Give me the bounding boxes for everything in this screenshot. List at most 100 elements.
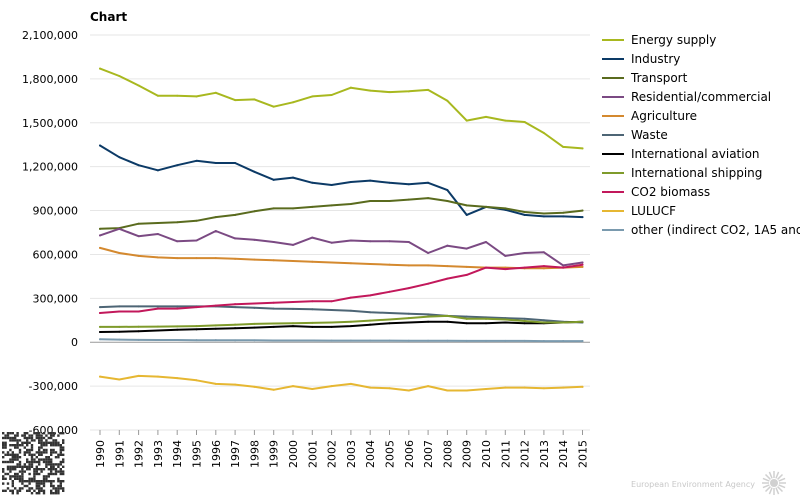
data-point[interactable] — [137, 164, 140, 167]
legend-label[interactable]: other (indirect CO2, 1A5 and 6) — [631, 223, 800, 237]
data-point[interactable] — [118, 325, 121, 328]
data-point[interactable] — [156, 256, 159, 259]
data-point[interactable] — [99, 67, 101, 70]
data-point[interactable] — [369, 179, 372, 182]
data-point[interactable] — [176, 305, 179, 308]
data-point[interactable] — [349, 181, 352, 184]
data-point[interactable] — [465, 265, 468, 268]
data-point[interactable] — [388, 240, 391, 243]
legend-label[interactable]: Energy supply — [631, 33, 716, 47]
legend-label[interactable]: Transport — [630, 71, 688, 85]
data-point[interactable] — [407, 287, 410, 290]
data-point[interactable] — [118, 305, 121, 308]
data-point[interactable] — [369, 323, 372, 326]
data-point[interactable] — [214, 91, 217, 94]
data-point[interactable] — [234, 237, 237, 240]
data-point[interactable] — [253, 385, 256, 388]
data-point[interactable] — [388, 200, 391, 203]
data-point[interactable] — [407, 321, 410, 324]
data-point[interactable] — [330, 204, 333, 207]
data-point[interactable] — [330, 261, 333, 264]
data-point[interactable] — [311, 260, 314, 263]
data-point[interactable] — [118, 227, 121, 230]
data-point[interactable] — [407, 198, 410, 201]
data-point[interactable] — [465, 273, 468, 276]
data-point[interactable] — [195, 325, 198, 328]
data-point[interactable] — [523, 211, 526, 214]
data-point[interactable] — [446, 99, 449, 102]
data-point[interactable] — [118, 251, 121, 254]
data-point[interactable] — [562, 145, 565, 148]
legend-label[interactable]: CO2 biomass — [631, 185, 710, 199]
data-point[interactable] — [388, 91, 391, 94]
data-point[interactable] — [156, 375, 159, 378]
data-point[interactable] — [388, 322, 391, 325]
data-point[interactable] — [581, 340, 584, 343]
data-point[interactable] — [504, 321, 507, 324]
data-point[interactable] — [485, 266, 487, 269]
data-point[interactable] — [446, 200, 449, 203]
data-point[interactable] — [446, 339, 449, 342]
data-point[interactable] — [542, 387, 545, 390]
data-point[interactable] — [388, 263, 391, 266]
data-point[interactable] — [311, 308, 314, 311]
data-point[interactable] — [369, 89, 372, 92]
data-point[interactable] — [272, 105, 275, 108]
data-point[interactable] — [99, 144, 101, 147]
data-point[interactable] — [137, 310, 140, 313]
data-point[interactable] — [292, 101, 294, 104]
data-point[interactable] — [195, 95, 198, 98]
series-line[interactable] — [99, 374, 584, 392]
data-point[interactable] — [311, 236, 314, 239]
data-point[interactable] — [581, 216, 584, 219]
data-point[interactable] — [272, 241, 275, 244]
data-point[interactable] — [427, 385, 430, 388]
data-point[interactable] — [176, 221, 179, 224]
data-point[interactable] — [369, 339, 372, 342]
data-point[interactable] — [349, 382, 352, 385]
data-point[interactable] — [176, 339, 179, 342]
data-point[interactable] — [176, 94, 179, 97]
data-point[interactable] — [388, 290, 391, 293]
data-point[interactable] — [272, 178, 275, 181]
data-point[interactable] — [427, 251, 430, 254]
data-point[interactable] — [311, 300, 314, 303]
data-point[interactable] — [388, 387, 391, 390]
data-point[interactable] — [523, 266, 526, 269]
data-point[interactable] — [581, 261, 584, 264]
data-point[interactable] — [562, 215, 565, 218]
data-point[interactable] — [446, 389, 449, 392]
legend-label[interactable]: International shipping — [631, 166, 762, 180]
data-point[interactable] — [523, 121, 526, 124]
data-point[interactable] — [369, 240, 372, 243]
data-point[interactable] — [581, 320, 584, 323]
data-point[interactable] — [465, 389, 468, 392]
data-point[interactable] — [214, 339, 217, 342]
data-point[interactable] — [330, 93, 333, 96]
data-point[interactable] — [253, 322, 256, 325]
data-point[interactable] — [292, 339, 294, 342]
series-line[interactable] — [99, 144, 584, 219]
series-line[interactable] — [99, 246, 584, 270]
data-point[interactable] — [542, 265, 545, 268]
data-point[interactable] — [311, 325, 314, 328]
data-point[interactable] — [137, 84, 140, 87]
data-point[interactable] — [99, 227, 101, 230]
data-point[interactable] — [99, 234, 101, 237]
data-point[interactable] — [156, 221, 159, 224]
data-point[interactable] — [485, 322, 487, 325]
series-line[interactable] — [99, 197, 584, 230]
data-point[interactable] — [369, 311, 372, 314]
data-point[interactable] — [234, 327, 237, 330]
data-point[interactable] — [465, 317, 468, 320]
data-point[interactable] — [292, 385, 294, 388]
data-point[interactable] — [523, 320, 526, 323]
data-point[interactable] — [465, 322, 468, 325]
data-point[interactable] — [349, 86, 352, 89]
data-point[interactable] — [234, 306, 237, 309]
data-point[interactable] — [292, 322, 294, 325]
data-point[interactable] — [465, 247, 468, 250]
data-point[interactable] — [504, 254, 507, 257]
data-point[interactable] — [195, 239, 198, 242]
data-point[interactable] — [427, 197, 430, 200]
